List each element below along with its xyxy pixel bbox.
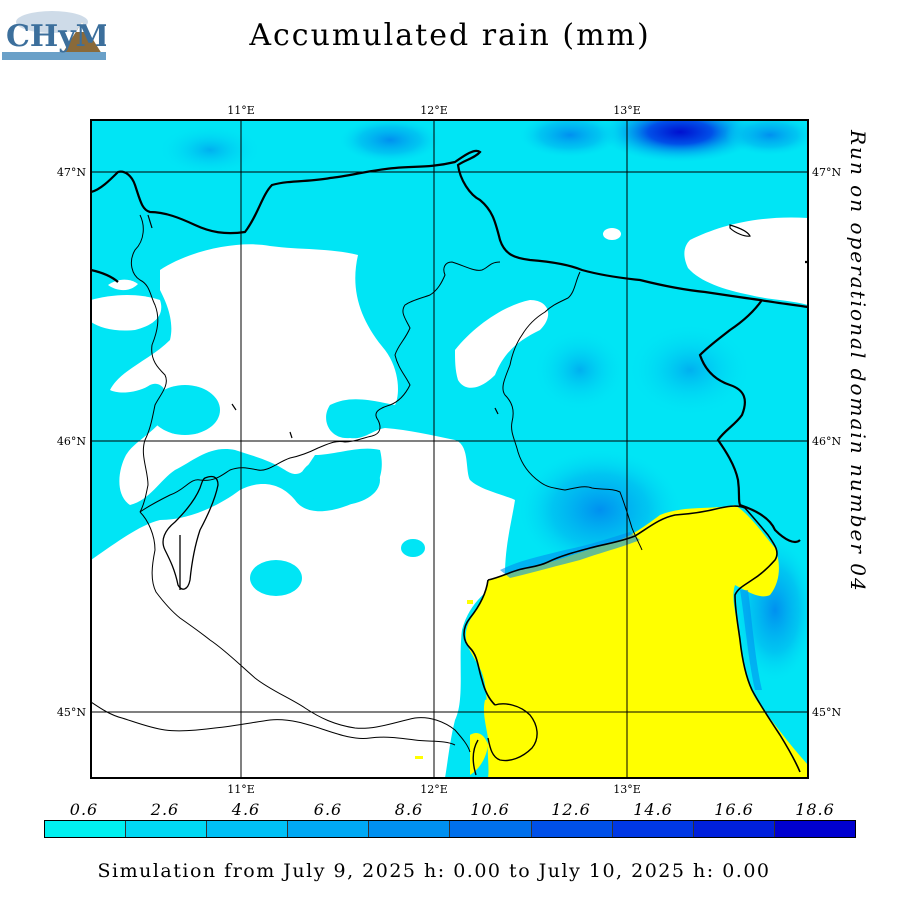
lon-tick-top-2: 12°E bbox=[420, 104, 448, 117]
lon-tick-bottom-2: 12°E bbox=[420, 783, 448, 796]
logo-text: CHyM bbox=[6, 19, 106, 54]
legend-label: 18.6 bbox=[795, 800, 835, 819]
legend-swatch bbox=[450, 821, 532, 837]
legend-swatch bbox=[207, 821, 289, 837]
legend-labels: 0.6 2.6 4.6 6.6 8.6 10.6 12.6 14.6 16.6 … bbox=[44, 800, 856, 820]
lat-ticks-right: 47°N 46°N 45°N bbox=[812, 166, 841, 719]
legend-swatch bbox=[531, 821, 613, 837]
lat-tick-left-2: 46°N bbox=[57, 435, 86, 448]
lat-ticks-left: 47°N 46°N 45°N bbox=[57, 166, 86, 719]
lat-tick-left-3: 45°N bbox=[57, 706, 86, 719]
legend-label: 10.6 bbox=[470, 800, 510, 819]
legend-label: 2.6 bbox=[150, 800, 180, 819]
legend-label: 12.6 bbox=[551, 800, 591, 819]
legend-label: 0.6 bbox=[69, 800, 99, 819]
lon-ticks-top: 11°E 12°E 13°E bbox=[227, 104, 641, 117]
graticule bbox=[91, 120, 808, 778]
legend-swatch bbox=[693, 821, 775, 837]
lon-tick-top-3: 13°E bbox=[613, 104, 641, 117]
chym-logo: CHyM bbox=[2, 2, 109, 60]
lat-tick-right-1: 47°N bbox=[812, 166, 841, 179]
lat-tick-right-3: 45°N bbox=[812, 706, 841, 719]
lon-ticks-bottom: 11°E 12°E 13°E bbox=[227, 783, 641, 796]
legend-label: 4.6 bbox=[231, 800, 261, 819]
borders bbox=[90, 149, 809, 776]
legend-label: 8.6 bbox=[394, 800, 424, 819]
legend-swatch bbox=[774, 821, 855, 837]
lon-tick-bottom-1: 11°E bbox=[227, 783, 255, 796]
legend-swatch bbox=[126, 821, 208, 837]
map-frame bbox=[90, 119, 809, 779]
legend-swatch bbox=[369, 821, 451, 837]
legend-swatch bbox=[45, 821, 127, 837]
legend-label: 14.6 bbox=[633, 800, 673, 819]
national-border bbox=[90, 149, 809, 309]
map-field bbox=[91, 120, 808, 778]
legend-label: 16.6 bbox=[714, 800, 754, 819]
lat-tick-right-2: 46°N bbox=[812, 435, 841, 448]
legend-label: 6.6 bbox=[313, 800, 343, 819]
lat-tick-left-1: 47°N bbox=[57, 166, 86, 179]
lon-tick-bottom-3: 13°E bbox=[613, 783, 641, 796]
simulation-period: Simulation from July 9, 2025 h: 0.00 to … bbox=[97, 860, 771, 882]
legend-colorbar bbox=[44, 820, 856, 838]
page-title: Accumulated rain (mm) bbox=[249, 18, 651, 53]
lon-tick-top-1: 11°E bbox=[227, 104, 255, 117]
legend-swatch bbox=[288, 821, 370, 837]
legend-swatch bbox=[612, 821, 694, 837]
